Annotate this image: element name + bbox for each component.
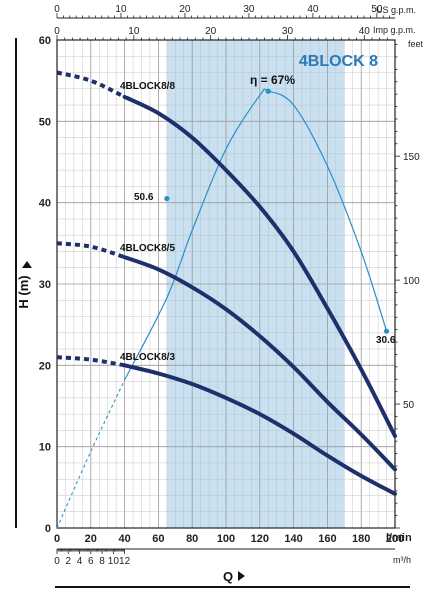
y-tick-label: 30 [39, 279, 51, 291]
efficiency-point-label-1: 50.6 [134, 192, 154, 203]
efficiency-point-2 [265, 88, 271, 94]
usgpm-tick-label: 40 [307, 4, 319, 15]
m3h-tick-label: 0 [54, 556, 60, 567]
feet-unit: feet [408, 39, 424, 49]
m3h-unit: m³/h [393, 555, 411, 565]
axes-layer: 0 10 20 30 40 500 10 20 30 4001020304050605010015… [39, 4, 420, 567]
efficiency-label: η = 67% [250, 73, 295, 87]
efficiency-point-1 [164, 196, 170, 202]
x-axis-arrow-icon [238, 571, 245, 581]
lmin-tick-label: 160 [318, 533, 336, 545]
x-axis-title: Q [223, 569, 233, 584]
y-axis-arrow-icon [22, 261, 32, 268]
lmin-tick-label: 120 [251, 533, 269, 545]
feet-tick-label: 150 [403, 152, 420, 163]
lmin-tick-label: 140 [284, 533, 302, 545]
usgpm-unit: US g.p.m. [376, 5, 416, 15]
lmin-tick-label: 60 [152, 533, 164, 545]
curve-4block8-8 [122, 94, 397, 439]
lmin-tick-label: 0 [54, 533, 60, 545]
y-tick-label: 0 [45, 523, 51, 535]
lmin-tick-label: 200 [386, 533, 404, 545]
feet-tick-label: 50 [403, 400, 415, 411]
m3h-tick-label: 12 [119, 556, 131, 567]
impgpm-tick-label: 30 [282, 26, 294, 37]
m3h-tick-label: 8 [99, 556, 105, 567]
usgpm-tick-label: 30 [243, 4, 255, 15]
lmin-tick-label: 180 [352, 533, 370, 545]
curve-4block8-3 [122, 363, 397, 496]
usgpm-tick-label: 0 [54, 4, 60, 15]
usgpm-tick-label: 10 [115, 4, 127, 15]
chart-title: 4BLOCK 8 [299, 53, 378, 70]
efficiency-point-3 [383, 328, 390, 334]
lmin-tick-label: 100 [217, 533, 235, 545]
series-label-4block8-3: 4BLOCK8/3 [120, 352, 175, 363]
efficiency-curve [124, 88, 388, 381]
y-axis-title: H (m) [16, 275, 31, 308]
m3h-tick-label: 6 [88, 556, 94, 567]
lmin-tick-label: 80 [186, 533, 198, 545]
efficiency-point-label-3: 30.6 [376, 335, 396, 346]
curve-dashed-4block8-8 [56, 70, 126, 99]
y-tick-label: 20 [39, 360, 51, 372]
y-tick-label: 40 [39, 198, 51, 210]
series-label-4block8-5: 4BLOCK8/5 [120, 243, 175, 254]
series-layer [56, 70, 397, 529]
lmin-tick-label: 40 [118, 533, 130, 545]
usgpm-tick-label: 50 [371, 4, 383, 15]
grid [56, 39, 396, 529]
series-label-4block8-8: 4BLOCK8/8 [120, 81, 175, 92]
y-tick-label: 10 [39, 442, 51, 454]
impgpm-unit: Imp g.p.m. [373, 25, 416, 35]
usgpm-tick-label: 20 [179, 4, 191, 15]
lmin-tick-label: 20 [85, 533, 97, 545]
impgpm-tick-label: 10 [128, 26, 140, 37]
m3h-tick-label: 4 [77, 556, 83, 567]
m3h-tick-label: 2 [65, 556, 71, 567]
feet-tick-label: 100 [403, 276, 420, 287]
curve-4block8-5 [122, 255, 397, 472]
y-tick-label: 60 [39, 35, 51, 47]
y-tick-label: 50 [39, 116, 51, 128]
lmin-unit: l/min [386, 532, 412, 544]
impgpm-tick-label: 20 [205, 26, 217, 37]
m3h-tick-label: 10 [108, 556, 120, 567]
impgpm-tick-label: 40 [359, 26, 371, 37]
impgpm-tick-label: 0 [54, 26, 60, 37]
